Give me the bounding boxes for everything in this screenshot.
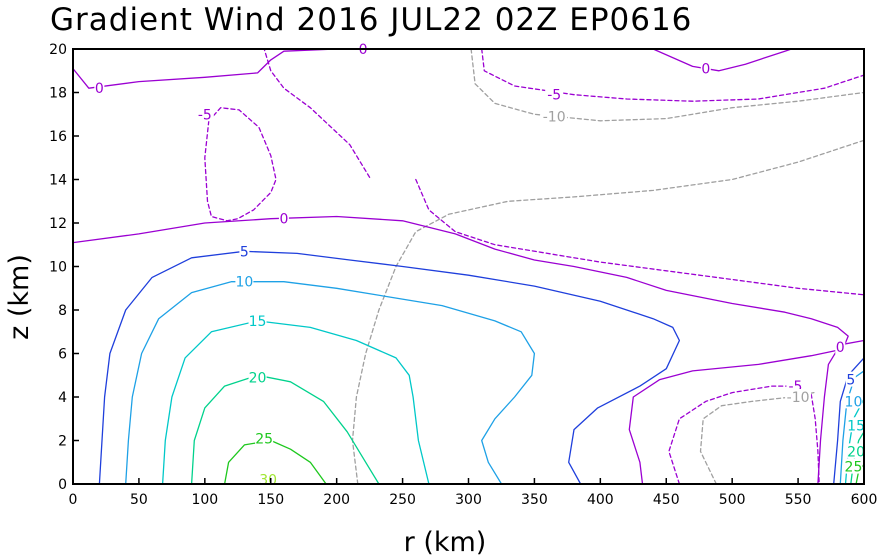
contour-0-line-3 [652,49,793,72]
y-tick-label-12: 12 [49,216,67,232]
contour-label-4: 0 [836,340,845,356]
y-axis-ticks: 0 2 4 6 8 10 12 14 16 18 20 [49,42,79,493]
x-tick-label-600: 600 [851,492,878,508]
contour-label-bg-17 [847,443,866,459]
y-tick-label-20: 20 [49,42,67,58]
contour-label-bg-10 [239,243,250,259]
contour-label-bg-6 [545,86,564,102]
x-axis-label: r (km) [404,527,487,558]
contour-label-bg-18 [255,430,274,446]
contour-label-19: 25 [845,460,863,476]
contour-20-line-0 [190,374,380,484]
contour-10-line-0 [125,281,536,484]
contour-label-bg-12 [235,273,254,289]
contour-0-line-0 [73,215,849,484]
contour-label-17: 20 [847,444,865,460]
contour-minus-5-line-3 [668,385,820,484]
contour-minus-10-line-1 [699,391,815,484]
x-tick-label-450: 450 [653,492,680,508]
contour-label-18: 25 [255,431,273,447]
contour-0-line-1 [73,49,338,89]
y-axis-label: z (km) [4,254,35,340]
contour-label-bg-2 [700,60,711,76]
contour-label-bg-11 [845,371,856,387]
contour-label-bg-9 [785,389,812,404]
contour-lines [73,49,864,484]
y-tick-label-2: 2 [58,434,67,450]
contour-label-11: 5 [846,373,855,389]
y-tick-label-16: 16 [49,129,67,145]
contour-label-8: -10 [543,109,566,125]
x-tick-label-550: 550 [785,492,812,508]
contour-label-bg-14 [248,312,267,328]
contour-minus-10-line-0 [351,139,864,484]
contour-minus-5-line-0 [415,178,864,296]
contour-label-bg-15 [847,417,866,433]
contour-minus-5-line-4 [481,49,864,102]
contour-label-12: 10 [235,275,253,291]
contour-label-2: 0 [701,62,710,78]
y-tick-label-6: 6 [58,347,67,363]
contour-label-16: 20 [249,370,267,386]
contour-label-13: 10 [845,394,863,410]
contour-label-15: 15 [847,418,865,434]
contour-label-14: 15 [249,314,267,330]
x-tick-label-250: 250 [389,492,416,508]
contour-5-line-0 [98,250,681,484]
x-tick-label-0: 0 [69,492,78,508]
contour-5-line-1 [833,357,864,484]
x-axis-ticks: 0 50 100 150 200 250 300 350 400 450 500 550 600 [69,478,878,508]
y-tick-label-0: 0 [58,477,67,493]
contour-label-bg-4 [835,338,846,354]
contour-label-bg-20 [259,471,278,487]
contour-label-10: 5 [240,244,249,260]
contour-label-0: 0 [95,81,104,97]
x-tick-label-300: 300 [455,492,482,508]
y-tick-label-4: 4 [58,390,67,406]
contour-label-bg-8 [541,108,568,124]
plot-frame [72,48,865,485]
contour-label-bg-19 [844,458,863,474]
x-tick-label-350: 350 [521,492,548,508]
contour-label-3: 0 [279,212,288,228]
contour-label-bg-5 [195,106,214,122]
contour-label-bg-3 [278,210,289,226]
y-tick-label-18: 18 [49,86,67,102]
x-tick-label-200: 200 [323,492,350,508]
x-tick-label-50: 50 [130,492,148,508]
contour-label-bg-13 [844,393,863,409]
x-tick-label-100: 100 [191,492,218,508]
contour-label-5: -5 [198,107,212,123]
chart-title: Gradient Wind 2016 JUL22 02Z EP0616 [50,2,692,38]
x-tick-label-150: 150 [257,492,284,508]
y-tick-label-14: 14 [49,173,67,189]
y-tick-label-8: 8 [58,303,67,319]
x-tick-label-500: 500 [719,492,746,508]
contour-minus-10-line-2 [470,49,864,122]
contour-label-bg-0 [94,80,105,96]
contour-label-20: 30 [259,473,277,489]
contour-15-line-0 [161,320,430,484]
y-tick-label-10: 10 [49,260,67,276]
contour-minus-5-line-2 [204,107,277,222]
contour-minus-5-line-1 [263,49,371,178]
x-tick-label-400: 400 [587,492,614,508]
contour-label-6: -5 [547,88,561,104]
contour-label-9: -10 [787,390,810,406]
contour-label-bg-16 [248,369,267,385]
